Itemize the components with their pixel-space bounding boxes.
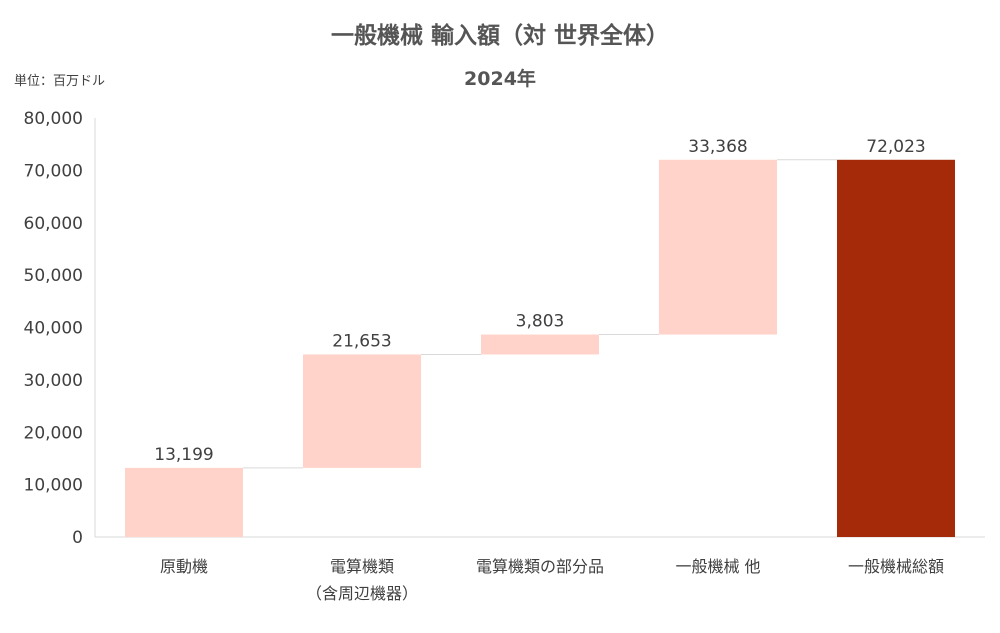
- increment-bar: [481, 334, 599, 355]
- y-tick-label: 30,000: [24, 371, 83, 391]
- y-tick-label: 60,000: [24, 214, 83, 234]
- x-category-label: 一般機械総額: [848, 557, 944, 576]
- total-bar: [837, 159, 955, 537]
- unit-label: 単位：百万ドル: [14, 74, 106, 89]
- increment-bar: [125, 467, 243, 537]
- x-category-label: 電算機類の部分品: [476, 557, 604, 576]
- data-label: 72,023: [866, 137, 925, 157]
- y-tick-label: 70,000: [24, 161, 83, 181]
- data-label: 33,368: [688, 137, 747, 157]
- x-category-label: 電算機類: [330, 557, 394, 576]
- data-label: 21,653: [332, 331, 391, 351]
- y-tick-label: 10,000: [24, 476, 83, 496]
- chart-title: 一般機械 輸入額（対 世界全体）: [330, 23, 669, 49]
- y-tick-label: 0: [72, 528, 83, 548]
- x-category-label: 原動機: [160, 557, 208, 576]
- y-tick-label: 40,000: [24, 319, 83, 339]
- increment-bar: [659, 159, 777, 335]
- data-label: 13,199: [154, 445, 213, 465]
- y-tick-label: 50,000: [24, 266, 83, 286]
- x-category-label: 一般機械 他: [675, 557, 760, 576]
- y-tick-label: 20,000: [24, 423, 83, 443]
- x-category-label: （含周辺機器）: [306, 584, 418, 603]
- chart-subtitle: 2024年: [464, 68, 536, 90]
- y-tick-label: 80,000: [24, 109, 83, 129]
- data-label: 3,803: [516, 312, 565, 332]
- increment-bar: [303, 354, 421, 468]
